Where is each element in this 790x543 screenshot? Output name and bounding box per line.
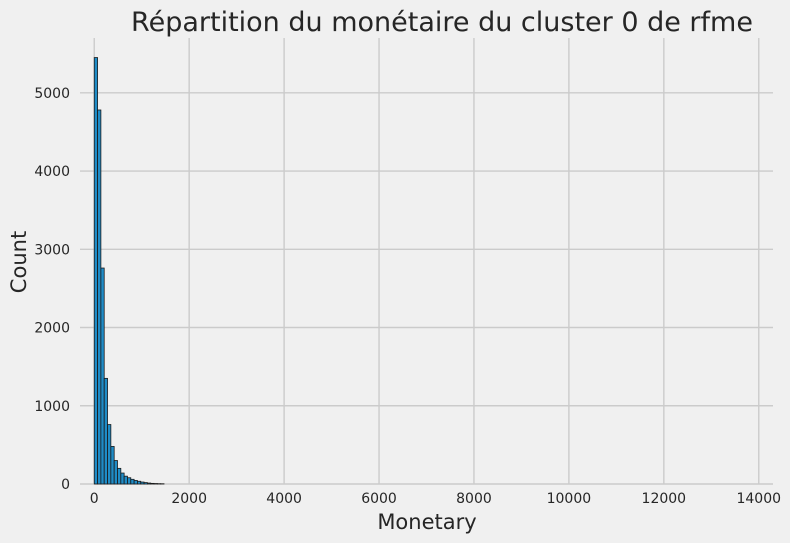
histogram-bar: [97, 109, 102, 485]
x-tick-label: 8000: [456, 491, 492, 507]
x-tick-label: 14000: [736, 491, 781, 507]
histogram-bar: [110, 446, 115, 485]
histogram-bar: [147, 482, 152, 485]
histogram-bar: [130, 478, 135, 485]
x-tick-labels: 0 2000 4000 6000 8000 10000 12000 14000: [90, 491, 781, 507]
histogram-bar: [137, 480, 142, 485]
histogram-bar: [113, 460, 118, 485]
chart-title: Répartition du monétaire du cluster 0 de…: [131, 7, 753, 38]
histogram-bar: [143, 482, 148, 485]
y-tick-label: 4000: [34, 164, 70, 180]
histogram-bar: [133, 480, 138, 485]
histogram-bar: [123, 475, 128, 485]
histogram-bar: [150, 482, 155, 485]
histogram-bar: [93, 57, 98, 485]
histogram-bar: [127, 477, 132, 485]
x-axis-label: Monetary: [377, 510, 476, 534]
grid-lines: [80, 38, 773, 485]
y-tick-label: 5000: [34, 86, 70, 102]
y-axis-label: Count: [7, 231, 31, 293]
y-tick-label: 3000: [34, 242, 70, 258]
x-tick-label: 0: [90, 491, 99, 507]
x-tick-label: 2000: [171, 491, 207, 507]
x-tick-label: 10000: [547, 491, 592, 507]
y-tick-label: 2000: [34, 321, 70, 337]
histogram-bar: [100, 267, 105, 485]
y-tick-labels: 0 1000 2000 3000 4000 5000: [34, 86, 70, 493]
histogram-bar: [140, 481, 145, 485]
histogram-bar: [103, 377, 108, 485]
histogram-bars: [93, 57, 165, 485]
histogram-bar: [120, 472, 125, 485]
histogram-bar: [117, 467, 122, 485]
x-tick-label: 6000: [361, 491, 397, 507]
x-tick-label: 12000: [642, 491, 687, 507]
y-tick-label: 1000: [34, 399, 70, 415]
x-tick-label: 4000: [266, 491, 302, 507]
histogram-bar: [107, 424, 112, 485]
y-tick-label: 0: [61, 477, 70, 493]
